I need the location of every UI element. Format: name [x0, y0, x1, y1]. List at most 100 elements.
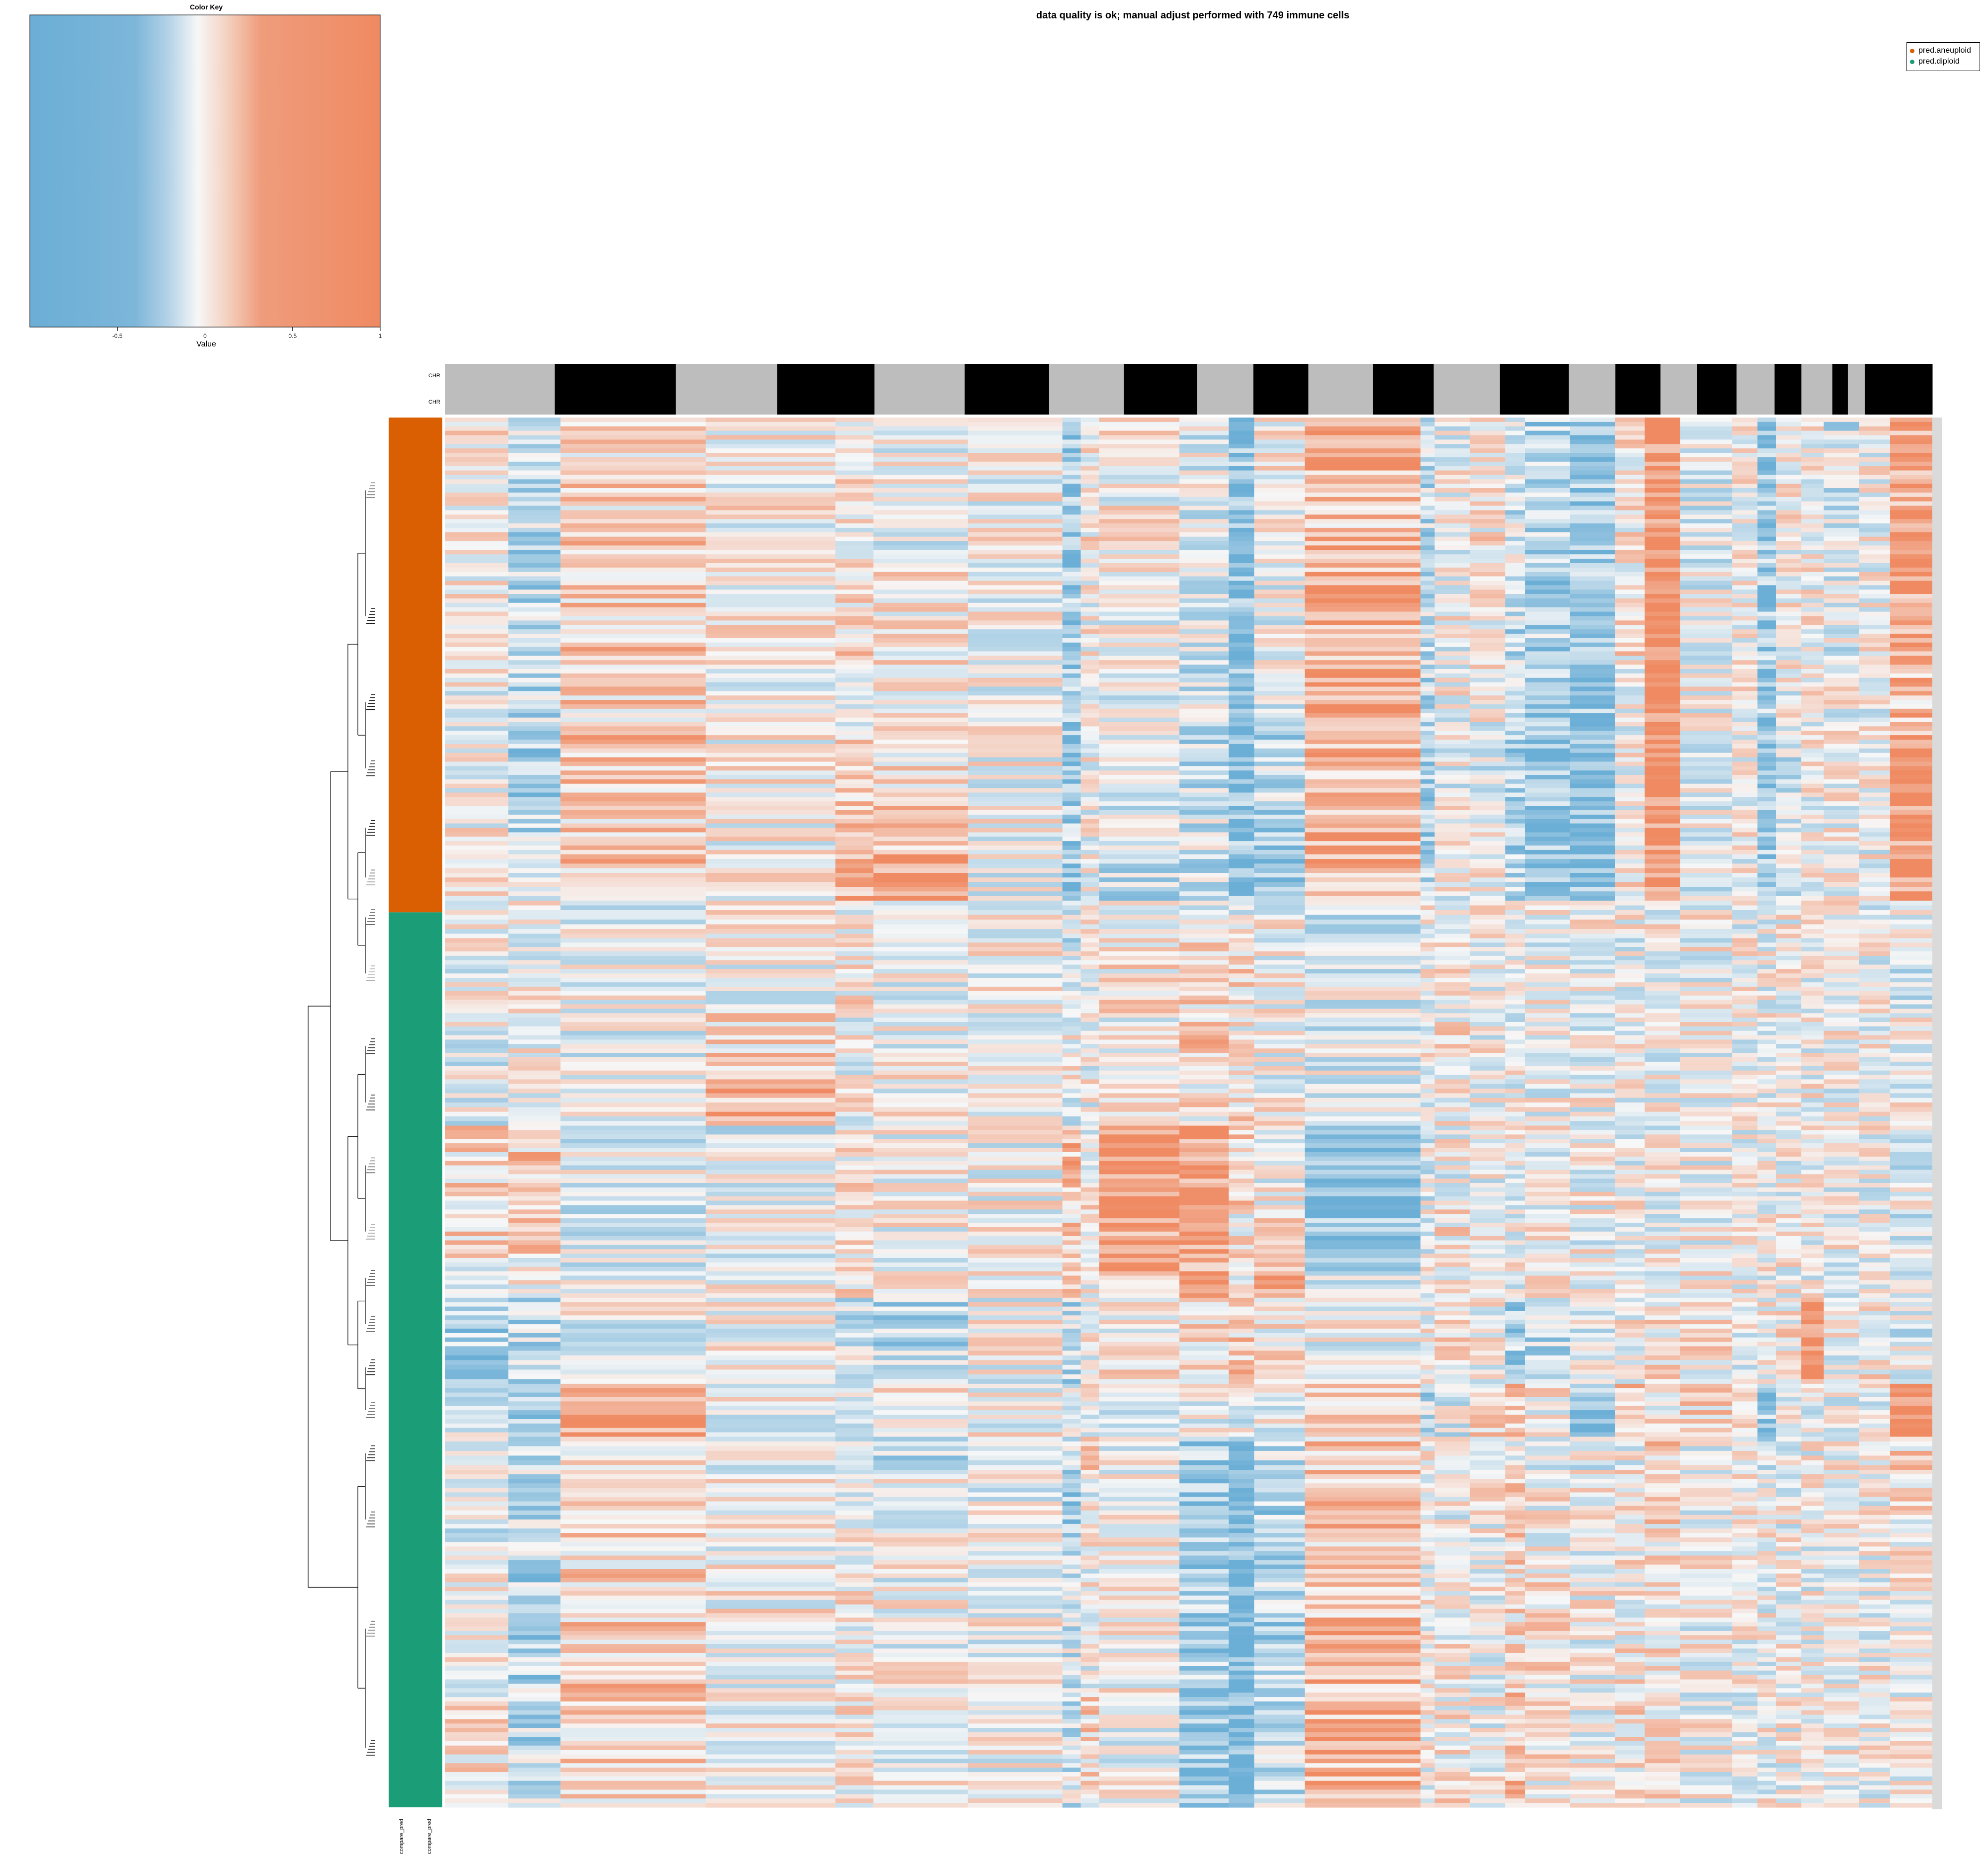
heatmap-cell — [1732, 982, 1758, 987]
heatmap-cell — [560, 1079, 706, 1085]
heatmap-cell — [1470, 1107, 1505, 1112]
heatmap-cell — [1420, 444, 1435, 449]
heatmap-cell — [1859, 422, 1891, 427]
heatmap-cell — [1505, 541, 1525, 546]
heatmap-cell — [705, 550, 836, 555]
heatmap-cell — [1099, 519, 1180, 524]
heatmap-cell — [1229, 669, 1255, 674]
heatmap-cell — [1570, 717, 1616, 723]
heatmap-cell — [705, 620, 836, 625]
heatmap-cell — [1823, 788, 1860, 793]
heatmap-cell — [1229, 572, 1255, 577]
heatmap-cell — [1801, 891, 1824, 897]
heatmap-cell — [1470, 951, 1505, 956]
heatmap-cell — [835, 731, 874, 736]
heatmap-cell — [968, 444, 1063, 449]
heatmap-cell — [560, 744, 706, 749]
heatmap-cell — [1470, 887, 1505, 892]
heatmap-cell — [1823, 915, 1860, 920]
heatmap-cell — [445, 461, 509, 467]
heatmap-cell — [835, 514, 874, 519]
heatmap-cell — [1179, 435, 1229, 440]
heatmap-cell — [1305, 757, 1421, 762]
heatmap-cell — [560, 947, 706, 952]
heatmap-cell — [835, 510, 874, 515]
heatmap-cell — [1062, 1102, 1081, 1107]
heatmap-cell — [705, 1035, 836, 1040]
heatmap-cell — [873, 611, 969, 617]
heatmap-cell — [1080, 887, 1099, 892]
heatmap-cell — [1859, 638, 1891, 643]
heatmap-cell — [1179, 896, 1229, 901]
heatmap-cell — [1859, 762, 1891, 766]
heatmap-cell — [1776, 611, 1802, 617]
heatmap-cell — [873, 995, 969, 1001]
heatmap-cell — [705, 1009, 836, 1014]
heatmap-cell — [1732, 806, 1758, 811]
heatmap-cell — [1645, 792, 1680, 797]
heatmap-cell — [1062, 900, 1081, 906]
heatmap-cell — [1229, 1102, 1255, 1107]
heatmap-cell — [1645, 426, 1680, 431]
heatmap-cell — [1732, 757, 1758, 762]
heatmap-cell — [1254, 828, 1306, 833]
heatmap-cell — [1470, 572, 1505, 577]
heatmap-cell — [1505, 806, 1525, 811]
heatmap-cell — [1776, 801, 1802, 806]
heatmap-cell — [560, 846, 706, 850]
heatmap-cell — [1859, 435, 1891, 440]
heatmap-cell — [1776, 545, 1802, 550]
heatmap-cell — [1420, 717, 1435, 723]
heatmap-cell — [1615, 969, 1645, 974]
heatmap-cell — [1680, 960, 1733, 965]
heatmap-cell — [1823, 973, 1860, 978]
heatmap-cell — [1776, 1000, 1802, 1005]
heatmap-cell — [1823, 501, 1860, 507]
color-key-gradient — [29, 14, 381, 328]
heatmap-cell — [1890, 426, 1933, 431]
heatmap-cell — [1305, 453, 1421, 458]
heatmap-cell — [1505, 1116, 1525, 1121]
heatmap-cell — [1229, 995, 1255, 1001]
heatmap-cell — [705, 602, 836, 608]
heatmap-cell — [560, 1066, 706, 1071]
heatmap-cell — [560, 987, 706, 992]
heatmap-cell — [1680, 488, 1733, 493]
heatmap-cell — [508, 947, 561, 952]
heatmap-cell — [1080, 1004, 1099, 1009]
heatmap-cell — [835, 700, 874, 705]
heatmap-cell — [1080, 559, 1099, 564]
heatmap-cell — [1801, 982, 1824, 987]
heatmap-cell — [1505, 955, 1525, 961]
heatmap-cell — [1229, 501, 1255, 507]
heatmap-cell — [1732, 673, 1758, 678]
heatmap-cell — [1525, 1026, 1571, 1031]
heatmap-cell — [1525, 479, 1571, 484]
heatmap-cell — [1420, 951, 1435, 956]
heatmap-cell — [1525, 669, 1571, 674]
heatmap-cell — [1823, 647, 1860, 652]
heatmap-cell — [1570, 783, 1616, 789]
heatmap-cell — [1420, 1048, 1435, 1053]
heatmap-cell — [1823, 841, 1860, 846]
heatmap-cell — [835, 726, 874, 731]
heatmap-cell — [1525, 801, 1571, 806]
heatmap-cell — [1615, 991, 1645, 996]
heatmap-cell — [1062, 753, 1081, 758]
heatmap-cell — [1615, 942, 1645, 947]
heatmap-cell — [1757, 506, 1776, 510]
heatmap-cell — [1570, 779, 1616, 784]
heatmap-cell — [1179, 673, 1229, 678]
heatmap-cell — [1570, 973, 1616, 978]
heatmap-cell — [1080, 837, 1099, 842]
heatmap-cell — [873, 642, 969, 648]
heatmap-cell — [508, 1022, 561, 1027]
heatmap-cell — [1080, 704, 1099, 709]
heatmap-cell — [1305, 995, 1421, 1001]
heatmap-cell — [1823, 629, 1860, 634]
heatmap-cell — [1680, 585, 1733, 590]
heatmap-cell — [1645, 1004, 1680, 1009]
heatmap-cell — [445, 955, 509, 961]
heatmap-cell — [1757, 819, 1776, 824]
heatmap-cell — [1505, 506, 1525, 510]
